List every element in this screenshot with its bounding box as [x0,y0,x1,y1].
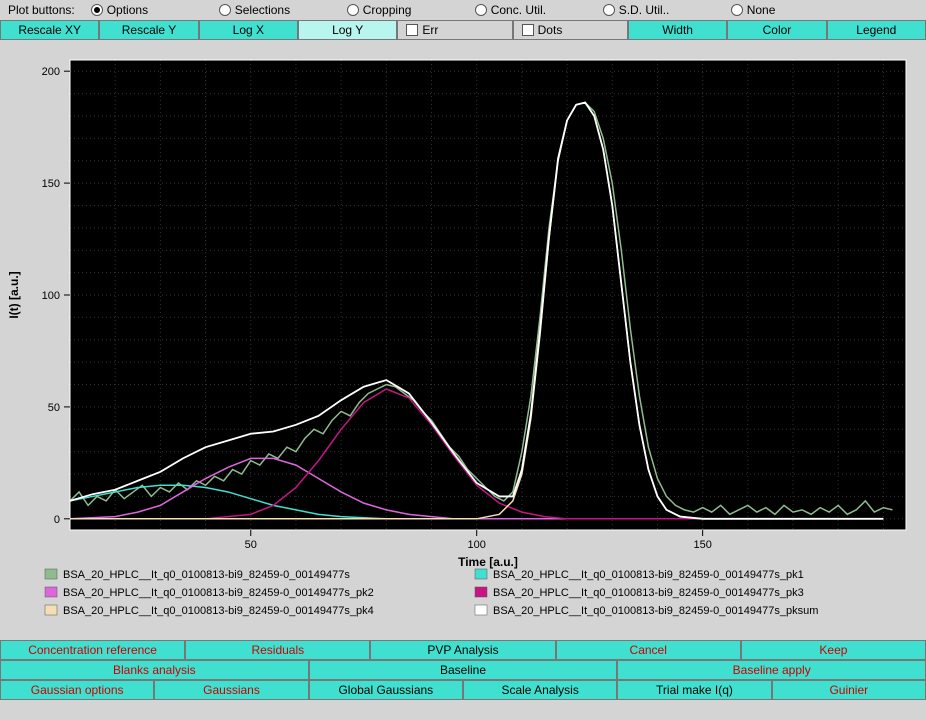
toolbar-button-row: Rescale XYRescale YLog XLog Y Err Dots Widt… [0,20,926,40]
svg-text:BSA_20_HPLC__It_q0_0100813-bi9: BSA_20_HPLC__It_q0_0100813-bi9_82459-0_0… [63,569,350,581]
concentration-reference-button[interactable]: Concentration reference [0,640,185,660]
baseline-apply-button[interactable]: Baseline apply [617,660,926,680]
plot-buttons-label: Plot buttons: [0,3,83,17]
radio-dot-icon [731,4,743,16]
radio-options[interactable]: Options [83,3,211,17]
svg-text:150: 150 [693,539,711,551]
legend-button[interactable]: Legend [827,20,926,40]
radio-conc-util-[interactable]: Conc. Util. [467,3,595,17]
svg-text:0: 0 [54,514,60,526]
svg-text:BSA_20_HPLC__It_q0_0100813-bi9: BSA_20_HPLC__It_q0_0100813-bi9_82459-0_0… [493,587,804,599]
gaussian-options-button[interactable]: Gaussian options [0,680,154,700]
svg-text:200: 200 [42,66,60,78]
rescale-y-button[interactable]: Rescale Y [99,20,198,40]
radio-s-d-util-[interactable]: S.D. Util.. [595,3,723,17]
svg-text:100: 100 [42,290,60,302]
radio-group: Options Selections Cropping Conc. Util. S.D.… [83,3,926,17]
toolbar-radio-row: Plot buttons: Options Selections Cropping C… [0,0,926,20]
checkbox-icon [522,24,534,36]
bottom-row-2: Blanks analysisBaselineBaseline apply [0,660,926,680]
err-checkbox[interactable]: Err [397,20,512,40]
radio-none[interactable]: None [723,3,851,17]
rescale-xy-button[interactable]: Rescale XY [0,20,99,40]
radio-dot-icon [347,4,359,16]
radio-dot-icon [475,4,487,16]
radio-dot-icon [219,4,231,16]
radio-label: Options [107,3,148,17]
svg-text:BSA_20_HPLC__It_q0_0100813-bi9: BSA_20_HPLC__It_q0_0100813-bi9_82459-0_0… [493,605,818,617]
color-button[interactable]: Color [727,20,826,40]
keep-button[interactable]: Keep [741,640,926,660]
bottom-buttons: Concentration referenceResidualsPVP Anal… [0,640,926,700]
bottom-row-1: Concentration referenceResidualsPVP Anal… [0,640,926,660]
svg-text:50: 50 [48,402,60,414]
log-x-button[interactable]: Log X [199,20,298,40]
radio-label: Selections [235,3,290,17]
radio-label: S.D. Util.. [619,3,670,17]
bottom-row-3: Gaussian optionsGaussiansGlobal Gaussian… [0,680,926,700]
radio-dot-icon [603,4,615,16]
plot-area: 50 100 150 0 50 100 150 200 Time [a.u.] I(t) [a.u… [0,40,926,640]
svg-text:50: 50 [245,539,257,551]
blanks-analysis-button[interactable]: Blanks analysis [0,660,309,680]
chart-svg: 50 100 150 0 50 100 150 200 Time [a.u.] I(t) [a.u… [0,40,926,640]
residuals-button[interactable]: Residuals [185,640,370,660]
dots-checkbox[interactable]: Dots [513,20,628,40]
radio-cropping[interactable]: Cropping [339,3,467,17]
gaussians-button[interactable]: Gaussians [154,680,308,700]
svg-text:100: 100 [468,539,486,551]
baseline-button[interactable]: Baseline [309,660,618,680]
width-button[interactable]: Width [628,20,727,40]
radio-selections[interactable]: Selections [211,3,339,17]
svg-text:BSA_20_HPLC__It_q0_0100813-bi9: BSA_20_HPLC__It_q0_0100813-bi9_82459-0_0… [493,569,804,581]
radio-label: Conc. Util. [491,3,546,17]
checkbox-icon [406,24,418,36]
trial-make-i-q--button[interactable]: Trial make I(q) [617,680,771,700]
svg-text:BSA_20_HPLC__It_q0_0100813-bi9: BSA_20_HPLC__It_q0_0100813-bi9_82459-0_0… [63,587,374,599]
checkbox-label: Err [422,23,438,37]
svg-text:Time [a.u.]: Time [a.u.] [458,555,518,569]
radio-dot-icon [91,4,103,16]
guinier-button[interactable]: Guinier [772,680,926,700]
radio-label: None [747,3,776,17]
scale-analysis-button[interactable]: Scale Analysis [463,680,617,700]
svg-text:BSA_20_HPLC__It_q0_0100813-bi9: BSA_20_HPLC__It_q0_0100813-bi9_82459-0_0… [63,605,374,617]
log-y-button[interactable]: Log Y [298,20,397,40]
cancel-button[interactable]: Cancel [556,640,741,660]
pvp-analysis-button[interactable]: PVP Analysis [370,640,555,660]
svg-text:150: 150 [42,178,60,190]
global-gaussians-button[interactable]: Global Gaussians [309,680,463,700]
checkbox-label: Dots [538,23,563,37]
svg-text:I(t) [a.u.]: I(t) [a.u.] [7,271,21,318]
radio-label: Cropping [363,3,412,17]
